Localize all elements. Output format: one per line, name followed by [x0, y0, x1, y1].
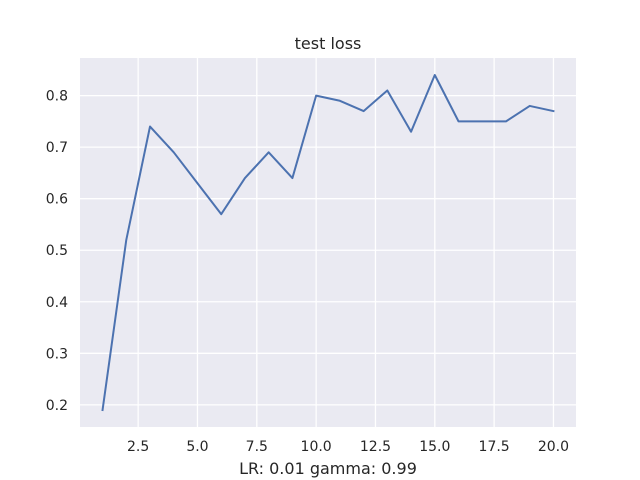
- y-tick-label: 0.2: [46, 398, 68, 414]
- x-tick-label: 5.0: [186, 439, 208, 455]
- data-point: [434, 74, 436, 76]
- x-axis-label: LR: 0.01 gamma: 0.99: [239, 459, 417, 478]
- x-tick-label: 7.5: [246, 439, 268, 455]
- data-point: [552, 110, 554, 112]
- data-point: [410, 131, 412, 133]
- data-point: [220, 213, 222, 215]
- data-point: [529, 105, 531, 107]
- series-layer: [101, 74, 555, 412]
- data-point: [315, 95, 317, 97]
- data-point: [102, 409, 104, 411]
- data-point: [173, 151, 175, 153]
- data-point: [386, 89, 388, 91]
- x-tick-label: 20.0: [538, 439, 569, 455]
- data-point: [481, 120, 483, 122]
- data-point: [196, 182, 198, 184]
- x-tick-label: 17.5: [479, 439, 510, 455]
- x-tick-label: 12.5: [360, 439, 391, 455]
- x-tick-label: 10.0: [301, 439, 332, 455]
- data-point: [458, 120, 460, 122]
- y-tick-label: 0.4: [46, 295, 68, 311]
- data-point: [125, 239, 127, 241]
- x-axis-ticks: 2.5 5.0 7.5 10.0 12.5 15.0 17.5 20.0: [127, 439, 569, 455]
- y-tick-label: 0.6: [46, 192, 68, 208]
- x-tick-label: 15.0: [419, 439, 450, 455]
- series-line-test-loss: [101, 74, 555, 412]
- y-axis-ticks: 0.2 0.3 0.4 0.5 0.6 0.7 0.8: [46, 89, 68, 414]
- y-tick-label: 0.3: [46, 346, 68, 362]
- y-tick-label: 0.8: [46, 89, 68, 105]
- grid-lines: [80, 58, 576, 427]
- data-point: [268, 151, 270, 153]
- x-tick-label: 2.5: [127, 439, 149, 455]
- data-point: [363, 110, 365, 112]
- y-tick-label: 0.7: [46, 140, 68, 156]
- data-point: [291, 177, 293, 179]
- plot-area: [80, 58, 576, 427]
- y-tick-label: 0.5: [46, 243, 68, 259]
- data-point: [339, 100, 341, 102]
- data-point: [149, 126, 151, 128]
- chart-title: test loss: [295, 34, 362, 53]
- data-point: [244, 177, 246, 179]
- data-point: [505, 120, 507, 122]
